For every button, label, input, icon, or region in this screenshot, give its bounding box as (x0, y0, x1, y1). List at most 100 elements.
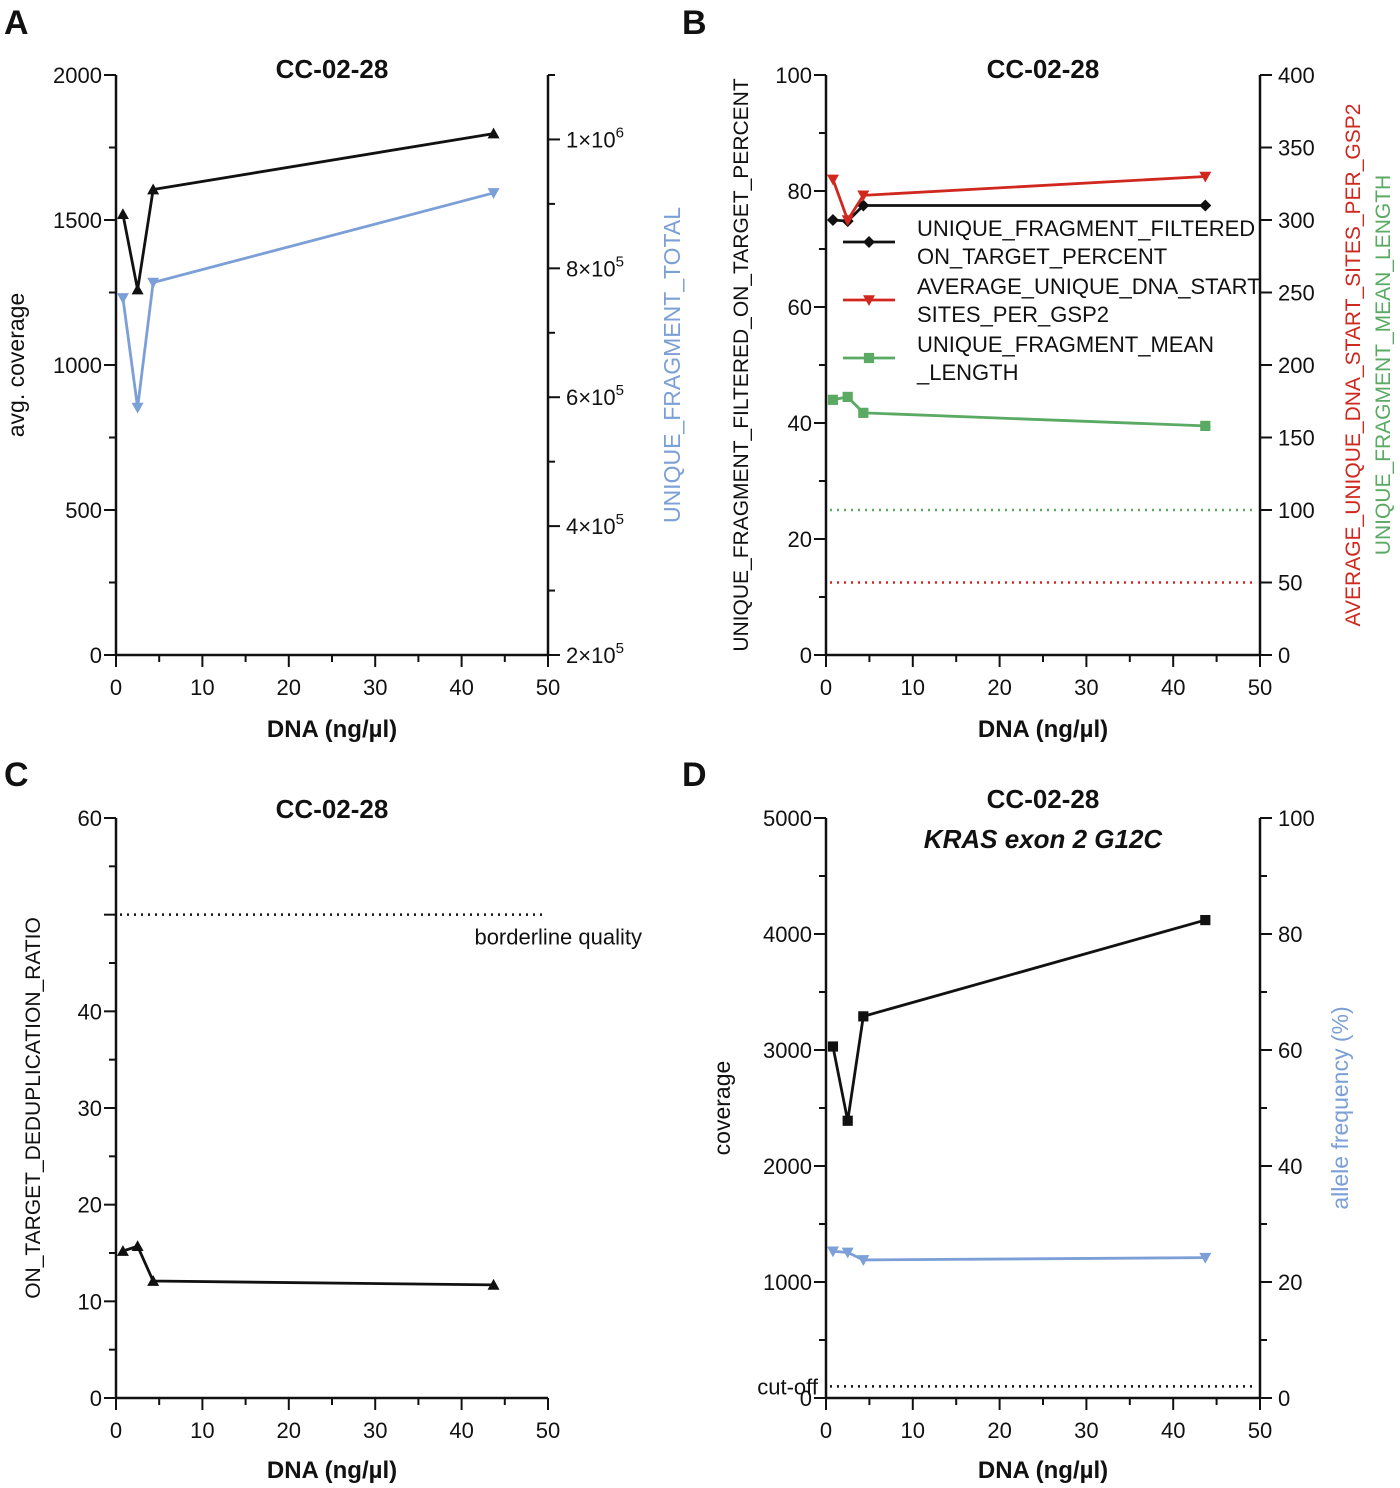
y-tick-label: 1500 (53, 208, 102, 233)
legend-label: ON_TARGET_PERCENT (917, 244, 1167, 269)
x-tick-label: 10 (190, 1418, 214, 1443)
y-axis-label: UNIQUE_FRAGMENT_FILTERED_ON_TARGET_PERCE… (730, 78, 753, 651)
y2-tick-label: 400 (1278, 63, 1315, 88)
chart-title: CC-02-28 (987, 54, 1100, 84)
data-point (1200, 914, 1211, 926)
y2-tick-label: 60 (1278, 1038, 1302, 1063)
y2-tick-label: 0 (1278, 1386, 1290, 1411)
data-point (857, 1255, 870, 1266)
y2-axis-label: AVERAGE_UNIQUE_DNA_START_SITES_PER_GSP2 (1342, 104, 1365, 627)
y-axis-label: avg. coverage (3, 293, 29, 437)
legend-marker (863, 295, 875, 306)
y2-tick-label: 50 (1278, 571, 1302, 596)
y2-tick-label: 100 (1278, 806, 1315, 831)
data-point (131, 283, 144, 295)
x-axis-label: DNA (ng/µl) (267, 1457, 397, 1484)
data-point (827, 1041, 839, 1052)
data-point (826, 1246, 839, 1258)
y-tick-label: 2000 (763, 1154, 812, 1179)
data-point (147, 277, 160, 289)
chart-title: CC-02-28 (276, 54, 389, 84)
y-tick-label: 20 (788, 527, 812, 552)
x-tick-label: 10 (190, 675, 214, 700)
data-point (841, 215, 854, 226)
data-point (116, 293, 129, 304)
y-tick-label: 5000 (763, 806, 812, 831)
chart-subtitle: KRAS exon 2 G12C (924, 824, 1164, 854)
x-tick-label: 0 (820, 1418, 832, 1443)
y-tick-label: 10 (78, 1289, 102, 1314)
x-tick-label: 20 (277, 675, 301, 700)
y2-tick-label: 40 (1278, 1154, 1302, 1179)
y-axis-label: coverage (709, 1061, 735, 1156)
panel-letter-a: A (4, 4, 29, 42)
y-tick-label: 20 (78, 1193, 102, 1218)
data-point (857, 190, 870, 202)
y-axis-label: ON_TARGET_DEDUPLICATION_RATIO (22, 917, 45, 1299)
y2-axis-label: UNIQUE_FRAGMENT_MEAN_LENGTH (1372, 175, 1395, 555)
panel-letter-b: B (682, 4, 707, 42)
chart-panel-d: 0 10 20 30 40 5001000200030004000500002040608… (709, 784, 1353, 1484)
data-point (147, 1275, 160, 1286)
x-tick-label: 10 (901, 1418, 925, 1443)
x-tick-label: 30 (1074, 675, 1098, 700)
data-point (858, 407, 869, 418)
data-point (131, 402, 144, 414)
y2-tick-exponent: 5 (616, 382, 624, 399)
data-point (487, 1278, 500, 1290)
y2-tick-exponent: 6 (616, 124, 624, 141)
data-point (827, 394, 839, 405)
data-point (841, 1247, 854, 1259)
series-line (831, 175, 1206, 222)
data-point (487, 127, 500, 139)
y2-tick-label: 8×105 (566, 253, 624, 281)
data-point (1200, 420, 1211, 431)
legend-marker (863, 236, 875, 248)
y-tick-label: 500 (65, 498, 102, 523)
x-tick-label: 30 (363, 675, 387, 700)
reference-line-label: borderline quality (474, 925, 642, 950)
data-point (487, 188, 500, 199)
x-tick-label: 0 (110, 1418, 122, 1443)
series-line (122, 1244, 494, 1287)
x-tick-label: 50 (1248, 675, 1272, 700)
y2-tick-label: 4×105 (566, 511, 624, 539)
series-line (832, 1249, 1206, 1262)
series-line (121, 132, 494, 292)
data-point (147, 183, 160, 195)
data-point (131, 1240, 144, 1252)
series-line (831, 918, 1206, 1123)
data-point (826, 214, 839, 226)
y-tick-label: 30 (78, 1096, 102, 1121)
x-axis-label: DNA (ng/µl) (978, 1457, 1108, 1484)
y-tick-label: 3000 (763, 1038, 812, 1063)
y2-tick-label: 150 (1278, 426, 1315, 451)
x-tick-label: 0 (820, 675, 832, 700)
data-point (1199, 199, 1212, 212)
x-tick-label: 40 (449, 1418, 473, 1443)
x-tick-label: 30 (363, 1418, 387, 1443)
data-point (1199, 171, 1212, 183)
y-tick-label: 40 (78, 999, 102, 1024)
y2-tick-label: 1×106 (566, 124, 624, 152)
x-tick-label: 20 (987, 675, 1011, 700)
panel-letter-d: D (682, 756, 707, 794)
data-point (1199, 1252, 1212, 1264)
x-tick-label: 20 (277, 1418, 301, 1443)
y-tick-label: 60 (788, 295, 812, 320)
y2-tick-exponent: 5 (616, 253, 624, 270)
y-tick-label: 0 (90, 1386, 102, 1411)
legend-marker (863, 352, 875, 364)
x-tick-label: 50 (536, 675, 560, 700)
chart-panel-b: 0 10 20 30 40 5002040608010005010015020025030… (730, 54, 1395, 743)
legend-label: _LENGTH (916, 360, 1018, 385)
x-tick-label: 50 (536, 1418, 560, 1443)
y2-axis-label: allele frequency (%) (1327, 1006, 1353, 1209)
chart-title: CC-02-28 (276, 794, 389, 824)
data-point (826, 174, 839, 186)
data-point (116, 1245, 129, 1256)
legend-label: AVERAGE_UNIQUE_DNA_START (917, 274, 1261, 299)
y-tick-label: 100 (775, 63, 812, 88)
reference-line-label: cut-off (757, 1374, 819, 1399)
y-tick-label: 2000 (53, 63, 102, 88)
